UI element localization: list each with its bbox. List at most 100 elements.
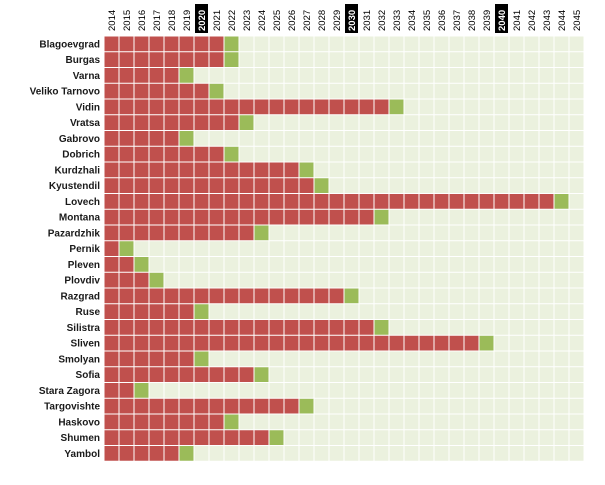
row-label: Kyustendil <box>49 181 100 192</box>
cell-filled <box>104 288 119 304</box>
cell-filled <box>239 398 254 414</box>
cell-filled <box>134 36 149 52</box>
cell-filled <box>269 319 284 336</box>
cell-filled <box>179 162 194 178</box>
cell-filled <box>254 177 269 194</box>
year-header-2038: 2038 <box>467 10 478 31</box>
cell-filled <box>194 366 209 383</box>
cell-filled <box>119 335 134 351</box>
cell-filled <box>134 209 149 225</box>
cell-filled <box>224 193 239 210</box>
cell-filled <box>104 351 119 367</box>
cell-filled <box>149 146 164 162</box>
cell-filled <box>194 83 209 99</box>
cell-filled <box>149 445 164 462</box>
cell-filled <box>164 193 179 210</box>
cell-filled <box>149 209 164 225</box>
year-header-2041: 2041 <box>512 10 523 31</box>
year-header-2016: 2016 <box>137 10 148 31</box>
cell-filled <box>299 99 314 115</box>
cell-filled <box>284 99 299 115</box>
cell-filled <box>134 146 149 162</box>
cell-filled <box>104 398 119 414</box>
year-header-2037: 2037 <box>452 10 463 31</box>
cell-filled <box>149 51 164 68</box>
row-label: Vratsa <box>70 118 100 129</box>
row-label: Pazardzhik <box>48 228 101 239</box>
cell-filled <box>164 36 179 52</box>
year-header-2045: 2045 <box>572 10 583 31</box>
cell-filled <box>164 335 179 351</box>
cell-filled <box>224 398 239 414</box>
cell-filled <box>284 177 299 194</box>
cell-filled <box>449 193 464 210</box>
cell-filled <box>209 36 224 52</box>
cell-filled <box>104 445 119 462</box>
year-header-highlight-2040 <box>495 4 508 33</box>
cell-filled <box>194 414 209 430</box>
cell-filled <box>119 162 134 178</box>
cell-filled <box>299 335 314 351</box>
cell-filled <box>149 225 164 241</box>
cell-filled <box>329 99 344 115</box>
cell-filled <box>194 99 209 115</box>
cell-filled <box>224 335 239 351</box>
row-label: Smolyan <box>58 354 100 365</box>
cell-filled <box>149 335 164 351</box>
cell-filled <box>179 146 194 162</box>
cell-filled <box>134 177 149 194</box>
cell-filled <box>104 83 119 99</box>
row-label: Stara Zagora <box>39 386 101 397</box>
cell-transition <box>119 240 134 257</box>
cell-filled <box>104 209 119 225</box>
cell-filled <box>164 99 179 115</box>
row-label: Sliven <box>71 339 100 350</box>
row-label: Plovdiv <box>64 276 100 287</box>
cell-filled <box>119 146 134 162</box>
cell-filled <box>104 99 119 115</box>
cell-filled <box>299 177 314 194</box>
cell-filled <box>164 83 179 99</box>
cell-filled <box>119 36 134 52</box>
cell-filled <box>134 130 149 147</box>
cell-filled <box>179 288 194 304</box>
cell-filled <box>179 303 194 320</box>
cell-filled <box>209 225 224 241</box>
row-label: Silistra <box>67 323 101 334</box>
cell-filled <box>149 429 164 446</box>
cell-filled <box>179 114 194 131</box>
year-header-2031: 2031 <box>362 10 373 31</box>
cell-filled <box>224 99 239 115</box>
cell-filled <box>119 193 134 210</box>
cell-filled <box>359 99 374 115</box>
cell-filled <box>254 319 269 336</box>
cell-filled <box>404 193 419 210</box>
cell-filled <box>179 351 194 367</box>
year-header-2035: 2035 <box>422 10 433 31</box>
cell-filled <box>374 335 389 351</box>
cell-filled <box>194 177 209 194</box>
row-label: Lovech <box>65 197 100 208</box>
cell-filled <box>524 193 539 210</box>
year-header-2027: 2027 <box>302 10 313 31</box>
year-header-2019: 2019 <box>182 10 193 31</box>
cell-filled <box>209 335 224 351</box>
cell-filled <box>104 193 119 210</box>
cell-filled <box>134 414 149 430</box>
cell-filled <box>119 209 134 225</box>
cell-filled <box>119 414 134 430</box>
cell-filled <box>344 99 359 115</box>
row-label: Montana <box>59 213 101 224</box>
cell-transition <box>209 83 224 99</box>
row-label: Dobrich <box>62 150 100 161</box>
row-label: Kurdzhali <box>54 165 100 176</box>
cell-filled <box>209 51 224 68</box>
cell-filled <box>164 225 179 241</box>
cell-filled <box>194 114 209 131</box>
cell-filled <box>134 429 149 446</box>
row-label: Veliko Tarnovo <box>30 87 100 98</box>
cell-filled <box>194 146 209 162</box>
cell-filled <box>314 209 329 225</box>
year-header-2042: 2042 <box>527 10 538 31</box>
cell-filled <box>164 146 179 162</box>
